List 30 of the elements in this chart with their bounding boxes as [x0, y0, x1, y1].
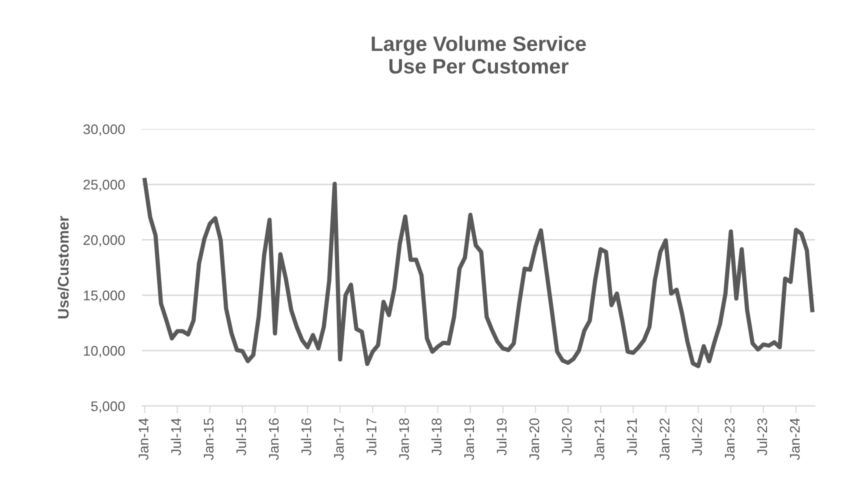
x-tick-label: Jan-22 — [660, 418, 670, 460]
x-tick-label: Jan-23 — [724, 418, 735, 460]
x-tick-label: Jul-16 — [301, 418, 312, 456]
y-tick-label: 30,000 — [83, 124, 125, 136]
chart-title: Large Volume Service Use Per Customer — [372, 36, 586, 74]
y-tick-label: 5,000 — [91, 401, 125, 413]
x-tick-label: Jan-15 — [204, 418, 214, 460]
x-tick-label: Jan-17 — [334, 418, 344, 460]
x-tick-label: Jan-16 — [268, 418, 279, 460]
x-tick-label: Jul-17 — [366, 418, 376, 456]
x-tick-label: Jul-22 — [692, 418, 702, 456]
line-series — [142, 178, 814, 368]
x-tick-label: Jan-24 — [790, 418, 800, 460]
x-tick-label: Jan-20 — [529, 418, 540, 460]
x-tick-label: Jan-18 — [399, 418, 409, 460]
x-tick-label: Jan-19 — [464, 418, 474, 460]
y-tick-label: 25,000 — [84, 180, 125, 192]
y-tick-label: 10,000 — [84, 346, 125, 358]
x-tick-label: Jul-14 — [170, 418, 182, 456]
x-tick-label: Jul-18 — [431, 418, 442, 456]
x-tick-label: Jul-20 — [562, 418, 572, 456]
x-tick-label: Jul-23 — [756, 418, 768, 456]
x-tick-label: Jul-21 — [626, 418, 637, 456]
x-tick-label: Jan-14 — [138, 418, 148, 460]
y-axis-title: Use/Customer — [58, 216, 69, 318]
x-tick-label: Jul-19 — [496, 418, 507, 456]
x-tick-label: Jan-21 — [594, 418, 604, 460]
y-tick-label: 15,000 — [84, 290, 125, 302]
y-tick-label: 20,000 — [84, 235, 125, 247]
x-tick-label: Jul-15 — [236, 418, 246, 456]
